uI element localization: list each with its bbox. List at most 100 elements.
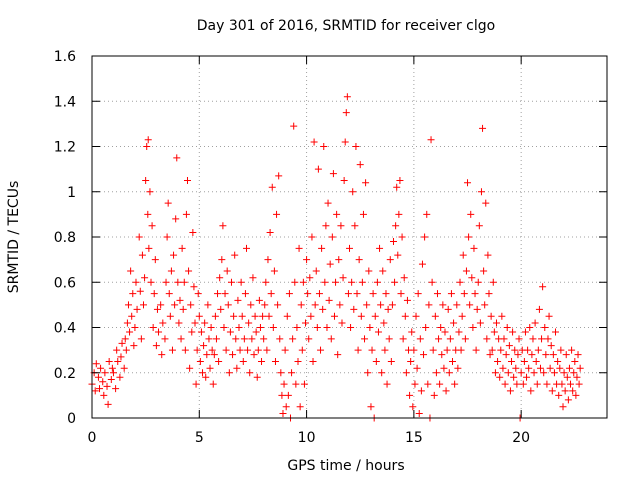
data-point (466, 301, 474, 309)
data-point (456, 278, 464, 286)
data-point (223, 267, 231, 275)
data-point (206, 364, 214, 372)
data-point (253, 373, 261, 381)
data-point (362, 179, 370, 187)
y-tick-label: 0.6 (54, 275, 76, 291)
data-point (238, 312, 246, 320)
data-point (256, 324, 264, 331)
data-point (505, 342, 513, 350)
data-point (377, 301, 385, 309)
data-point (192, 380, 200, 388)
data-point (120, 364, 128, 372)
data-point (100, 391, 108, 399)
data-point (476, 319, 484, 327)
data-point (195, 312, 203, 320)
data-point (229, 351, 237, 359)
data-point (279, 409, 287, 417)
data-point (440, 364, 448, 372)
data-point (153, 305, 161, 313)
data-point (549, 351, 557, 359)
data-point (194, 290, 202, 298)
data-point (330, 312, 338, 320)
data-point (218, 256, 226, 264)
data-point (519, 380, 527, 388)
data-point (248, 335, 256, 343)
data-point (116, 373, 124, 381)
data-point (141, 274, 149, 282)
data-point (457, 346, 465, 354)
data-point (157, 301, 165, 309)
data-point (486, 351, 494, 359)
data-point (472, 346, 480, 354)
data-point (381, 346, 389, 354)
data-point (568, 346, 576, 354)
data-point (150, 290, 158, 298)
data-point (438, 351, 446, 359)
data-point (541, 324, 549, 331)
x-tick-label: 0 (88, 430, 97, 446)
data-point (441, 328, 449, 336)
data-point (158, 351, 166, 359)
data-point (423, 210, 431, 218)
data-point (425, 301, 433, 309)
data-point (349, 188, 357, 196)
data-point (524, 346, 532, 354)
axis-ticks (91, 55, 607, 419)
data-point (322, 222, 330, 230)
data-point (561, 387, 569, 395)
data-point (175, 319, 183, 327)
data-point (205, 335, 213, 343)
data-point (497, 346, 505, 354)
data-point (215, 357, 223, 365)
data-point (144, 136, 152, 144)
data-point (534, 346, 542, 354)
data-point (550, 369, 558, 377)
data-point (406, 391, 414, 399)
data-point (105, 357, 113, 365)
data-point (104, 400, 112, 408)
data-point (569, 387, 577, 395)
data-point (413, 364, 421, 372)
data-point (237, 278, 245, 286)
data-point (572, 391, 580, 399)
data-point (474, 278, 482, 286)
data-point (294, 357, 302, 365)
y-tick-label: 0.4 (54, 321, 76, 337)
data-point (233, 364, 241, 372)
data-point (263, 346, 271, 354)
data-point (310, 138, 318, 146)
data-point (293, 324, 301, 331)
data-point (283, 312, 291, 320)
y-tick-label: 1.2 (54, 140, 76, 156)
data-point (533, 380, 541, 388)
data-point (266, 228, 274, 236)
data-point (531, 319, 539, 327)
data-point (444, 305, 452, 313)
data-point (329, 170, 337, 178)
data-point (342, 109, 350, 117)
data-point (118, 339, 126, 347)
data-point (341, 138, 349, 146)
data-point (427, 136, 435, 144)
data-point (564, 396, 572, 404)
data-point (436, 380, 444, 388)
data-point (552, 328, 559, 336)
data-points (88, 93, 584, 422)
data-point (430, 391, 438, 399)
data-point (469, 324, 477, 331)
data-point (396, 176, 404, 184)
data-point (421, 233, 429, 241)
data-point (285, 290, 293, 298)
data-point (392, 222, 400, 230)
data-point (318, 244, 326, 252)
data-point (492, 319, 500, 327)
data-point (422, 324, 430, 331)
data-point (94, 373, 102, 381)
data-point (172, 215, 180, 223)
x-axis-tick-labels: 0 5 10 15 20 (88, 430, 531, 446)
data-point (385, 335, 393, 343)
data-point (327, 335, 335, 343)
data-point (523, 373, 531, 381)
data-point (439, 301, 447, 309)
data-point (386, 256, 394, 264)
